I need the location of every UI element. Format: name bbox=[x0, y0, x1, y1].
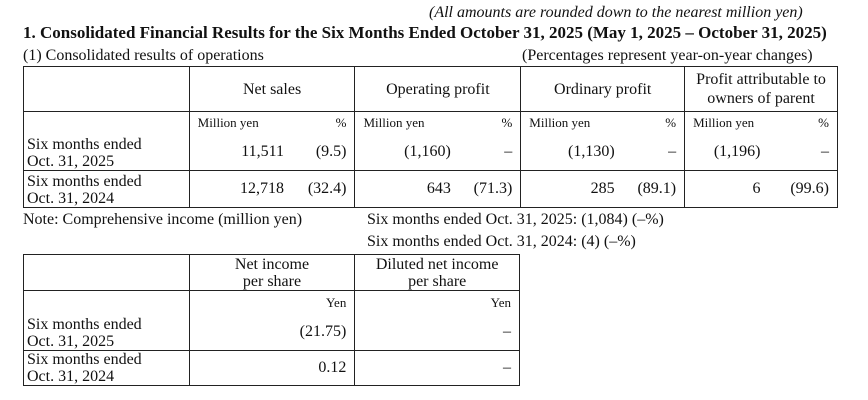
header-blank-cell bbox=[23, 254, 190, 291]
comprehensive-income-note: Note: Comprehensive income (million yen) bbox=[23, 211, 303, 228]
row-label-line2: Oct. 31, 2024 bbox=[27, 368, 115, 385]
table-row: Six months ended Oct. 31, 2024 12,718 (3… bbox=[23, 170, 838, 208]
comprehensive-income-2025: Six months ended Oct. 31, 2025: (1,084) … bbox=[367, 211, 664, 228]
amount-rounding-note: (All amounts are rounded down to the nea… bbox=[429, 4, 803, 21]
ordinary-value: (1,130) bbox=[520, 134, 623, 171]
per-share-header-row: Net income per share Diluted net income … bbox=[23, 254, 520, 291]
unit-net-sales: Million yen bbox=[188, 111, 293, 135]
page-title: 1. Consolidated Financial Results for th… bbox=[23, 23, 827, 42]
comprehensive-income-2024: Six months ended Oct. 31, 2024: (4) (–%) bbox=[367, 233, 636, 250]
col-header-profit-parent: Profit attributable to owners of parent bbox=[684, 66, 838, 112]
percentage-note: (Percentages represent year-on-year chan… bbox=[522, 47, 813, 64]
operating-pct: – bbox=[458, 134, 522, 171]
row-label-line1: Six months ended bbox=[27, 173, 142, 190]
table-row: Six months ended Oct. 31, 2025 11,511 (9… bbox=[23, 134, 838, 171]
net-sales-value: 11,511 bbox=[188, 134, 293, 171]
row-label: Six months ended Oct. 31, 2025 bbox=[23, 314, 190, 351]
eps-value: 0.12 bbox=[188, 350, 356, 386]
unit-ordinary: Million yen bbox=[520, 111, 623, 135]
profit-parent-value: (1,196) bbox=[684, 134, 769, 171]
row-label: Six months ended Oct. 31, 2024 bbox=[23, 350, 190, 386]
header-blank-cell bbox=[23, 66, 190, 112]
profit-parent-pct: (99.6) bbox=[768, 170, 838, 208]
row-label: Six months ended Oct. 31, 2024 bbox=[23, 170, 190, 208]
eps-header-line1: Net income bbox=[234, 255, 310, 273]
diluted-value: – bbox=[354, 350, 520, 386]
table-row: Six months ended Oct. 31, 2024 0.12 – bbox=[23, 350, 520, 386]
profit-parent-value: 6 bbox=[684, 170, 769, 208]
row-label-line2: Oct. 31, 2025 bbox=[27, 333, 115, 350]
diluted-header-line2: per share bbox=[408, 272, 467, 290]
section-heading: (1) Consolidated results of operations bbox=[23, 47, 264, 64]
diluted-value: – bbox=[354, 314, 520, 351]
row-label-line1: Six months ended bbox=[27, 351, 142, 368]
unit-blank-cell bbox=[23, 111, 190, 135]
col-header-diluted: Diluted net income per share bbox=[354, 254, 520, 291]
row-label-line2: Oct. 31, 2024 bbox=[27, 190, 115, 207]
row-label-line2: Oct. 31, 2025 bbox=[27, 153, 115, 170]
operating-pct: (71.3) bbox=[458, 170, 522, 208]
unit-blank-cell bbox=[23, 290, 190, 315]
col-header-net-sales: Net sales bbox=[188, 66, 356, 112]
diluted-header-line1: Diluted net income bbox=[375, 255, 499, 273]
unit-operating: Million yen bbox=[354, 111, 459, 135]
ordinary-value: 285 bbox=[520, 170, 623, 208]
ordinary-pct: – bbox=[622, 134, 686, 171]
per-share-table: Net income per share Diluted net income … bbox=[23, 254, 520, 386]
row-label: Six months ended Oct. 31, 2025 bbox=[23, 134, 190, 171]
col-header-ordinary-profit: Ordinary profit bbox=[520, 66, 686, 112]
net-sales-pct: (9.5) bbox=[292, 134, 356, 171]
eps-value: (21.75) bbox=[188, 314, 356, 351]
row-label-line1: Six months ended bbox=[27, 316, 142, 333]
profit-parent-pct: – bbox=[768, 134, 838, 171]
operating-value: (1,160) bbox=[354, 134, 459, 171]
unit-diluted: Yen bbox=[354, 290, 520, 315]
col-header-operating-profit: Operating profit bbox=[354, 66, 522, 112]
unit-eps: Yen bbox=[188, 290, 356, 315]
table-row: Six months ended Oct. 31, 2025 (21.75) – bbox=[23, 314, 520, 351]
pct-ordinary: % bbox=[622, 111, 686, 135]
row-label-line1: Six months ended bbox=[27, 136, 142, 153]
ordinary-pct: (89.1) bbox=[622, 170, 686, 208]
operating-value: 643 bbox=[354, 170, 459, 208]
net-sales-value: 12,718 bbox=[188, 170, 293, 208]
unit-row: Yen Yen bbox=[23, 290, 520, 315]
eps-header-line2: per share bbox=[242, 272, 302, 290]
pct-net-sales: % bbox=[292, 111, 356, 135]
unit-row: Million yen % Million yen % Million yen … bbox=[23, 111, 838, 135]
col-header-eps: Net income per share bbox=[188, 254, 356, 291]
operations-table: Net sales Operating profit Ordinary prof… bbox=[23, 66, 838, 208]
unit-profit-parent: Million yen bbox=[684, 111, 769, 135]
net-sales-pct: (32.4) bbox=[292, 170, 356, 208]
pct-profit-parent: % bbox=[768, 111, 838, 135]
operations-header-row: Net sales Operating profit Ordinary prof… bbox=[23, 66, 838, 112]
pct-operating: % bbox=[458, 111, 522, 135]
